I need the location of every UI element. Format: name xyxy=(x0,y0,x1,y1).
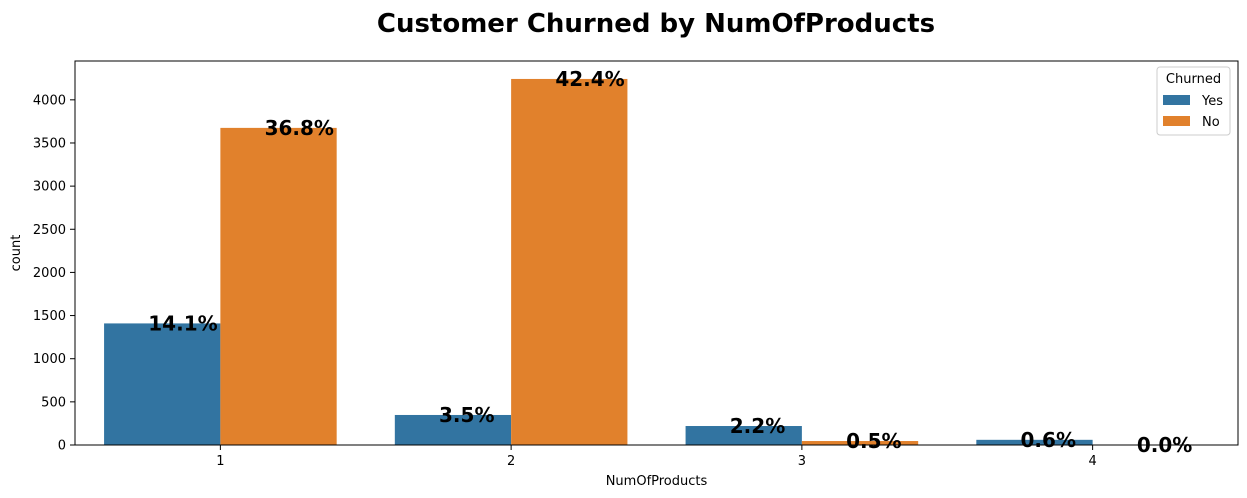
y-tick-label: 3000 xyxy=(33,180,66,195)
bar-yes-3 xyxy=(685,426,802,445)
y-axis: 0 500 1000 1500 2000 2500 3000 3500 4000 xyxy=(33,93,75,454)
bar-no-2 xyxy=(511,78,628,445)
y-tick-label: 3500 xyxy=(33,136,66,151)
legend-title: Churned xyxy=(1166,72,1221,87)
legend-swatch-yes xyxy=(1163,95,1190,105)
data-label-no-2: 42.4% xyxy=(555,67,624,91)
bar-no-3 xyxy=(801,441,919,445)
bar-yes-1 xyxy=(104,323,221,445)
y-tick-label: 0 xyxy=(58,439,66,454)
plot-frame xyxy=(74,60,1239,446)
y-tick-label: 1000 xyxy=(33,352,66,367)
bars-layer xyxy=(104,78,1093,445)
data-label-yes-3: 2.2% xyxy=(730,414,785,438)
bar-yes-2 xyxy=(394,414,512,445)
x-tick-label: 4 xyxy=(1088,454,1096,469)
data-label-yes-2: 3.5% xyxy=(439,403,494,427)
y-axis-label: count xyxy=(9,235,24,272)
y-tick-label: 4000 xyxy=(33,93,66,108)
legend: Churned Yes No xyxy=(1156,66,1231,136)
x-tick-label: 1 xyxy=(216,454,224,469)
y-tick-label: 500 xyxy=(41,395,66,410)
x-tick-label: 3 xyxy=(798,454,806,469)
x-axis-label: NumOfProducts xyxy=(606,474,708,489)
legend-entry-no: No xyxy=(1202,115,1220,130)
legend-swatch-no xyxy=(1163,116,1190,126)
y-tick-label: 1500 xyxy=(33,309,66,324)
data-label-no-1: 36.8% xyxy=(265,116,334,140)
y-tick-label: 2500 xyxy=(33,223,66,238)
legend-entry-yes: Yes xyxy=(1201,94,1223,109)
chart-title: Customer Churned by NumOfProducts xyxy=(377,9,935,39)
bar-yes-4 xyxy=(976,439,1093,445)
data-label-yes-4: 0.6% xyxy=(1021,428,1076,452)
data-label-no-3: 0.5% xyxy=(846,429,901,453)
data-label-yes-1: 14.1% xyxy=(148,311,217,335)
x-axis: 1 2 3 4 xyxy=(216,445,1097,469)
bar-no-1 xyxy=(220,127,337,445)
x-tick-label: 2 xyxy=(507,454,515,469)
y-tick-label: 2000 xyxy=(33,266,66,281)
